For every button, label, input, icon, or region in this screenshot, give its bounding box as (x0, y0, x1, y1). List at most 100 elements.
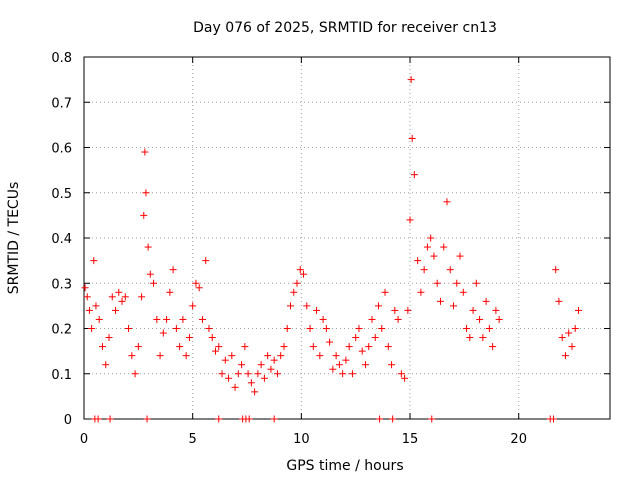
data-point (182, 352, 190, 360)
data-point (169, 266, 177, 274)
x-tick-labels: 0 5 10 15 20 (80, 432, 527, 447)
y-tick-label: 0.8 (51, 51, 72, 66)
data-point (433, 279, 441, 287)
data-point (355, 325, 363, 332)
data-point (352, 334, 360, 342)
data-point (407, 76, 415, 84)
data-point (225, 374, 233, 382)
data-point (406, 216, 414, 224)
data-point (381, 288, 389, 296)
data-point (189, 302, 197, 310)
data-point (283, 325, 291, 332)
data-point (247, 379, 255, 387)
data-point (218, 370, 226, 378)
data-point (185, 334, 193, 342)
y-tick-label: 0.1 (51, 368, 72, 383)
data-point (140, 211, 148, 219)
data-point (482, 297, 490, 305)
data-point (202, 257, 210, 265)
data-point (561, 352, 569, 360)
data-point (456, 252, 464, 260)
data-point (150, 279, 158, 287)
y-tick-label: 0.4 (51, 232, 72, 247)
data-point (371, 334, 379, 342)
data-point (215, 343, 223, 351)
data-point (378, 325, 386, 332)
data-point (118, 297, 126, 305)
data-point (558, 334, 566, 342)
data-point (166, 288, 174, 296)
data-point (436, 297, 444, 305)
data-point (245, 415, 253, 423)
data-point (260, 374, 268, 382)
data-point (221, 356, 229, 364)
data-point (361, 361, 369, 369)
data-point (85, 306, 93, 314)
data-point (427, 234, 435, 242)
data-point (450, 302, 458, 310)
data-point (368, 315, 376, 323)
data-point (339, 370, 347, 378)
data-point (95, 315, 103, 323)
data-point (208, 334, 216, 342)
data-point (192, 279, 200, 287)
data-point (131, 370, 139, 378)
x-tick-label: 10 (293, 432, 310, 447)
data-point (365, 343, 373, 351)
data-point (568, 343, 576, 351)
data-point (83, 293, 91, 301)
data-point (280, 343, 288, 351)
data-point (244, 370, 252, 378)
data-point (335, 361, 343, 369)
data-point (329, 365, 337, 373)
data-point (342, 356, 350, 364)
data-point (485, 325, 493, 332)
y-tick-label: 0.2 (51, 323, 72, 338)
data-point (453, 279, 461, 287)
data-point (163, 315, 171, 323)
data-point (489, 343, 497, 351)
data-point (138, 293, 146, 301)
data-point (440, 243, 448, 251)
data-point (286, 302, 294, 310)
data-point (391, 306, 399, 314)
data-point (376, 415, 384, 423)
data-point (565, 329, 573, 337)
data-point (273, 370, 281, 378)
x-axis-label: GPS time / hours (286, 458, 403, 474)
data-point (479, 334, 487, 342)
data-point (574, 306, 582, 314)
data-point (238, 361, 246, 369)
x-tick-label: 15 (402, 432, 419, 447)
data-point (81, 284, 89, 292)
data-point (94, 415, 102, 423)
data-point (90, 257, 98, 265)
y-tick-label: 0 (64, 413, 72, 428)
data-point (172, 325, 180, 332)
data-point (212, 347, 219, 355)
data-point (251, 388, 259, 396)
data-point (125, 325, 133, 332)
data-point (198, 315, 206, 323)
data-point (156, 352, 164, 360)
data-point (571, 325, 579, 332)
y-tick-label: 0.7 (51, 96, 72, 111)
data-point (408, 134, 416, 142)
data-point (428, 415, 436, 423)
data-point (306, 325, 314, 332)
data-point (277, 352, 285, 360)
data-point (313, 306, 321, 314)
data-point (552, 266, 560, 274)
data-point (153, 315, 161, 323)
data-point (254, 370, 262, 378)
data-point (290, 288, 298, 296)
data-point (397, 370, 405, 378)
data-point (388, 361, 396, 369)
data-point (176, 343, 184, 351)
data-point (446, 266, 454, 274)
data-point (231, 383, 239, 391)
data-point (322, 325, 330, 332)
y-tick-labels: 0 0.1 0.2 0.3 0.4 0.5 0.6 0.7 0.8 (51, 51, 72, 428)
